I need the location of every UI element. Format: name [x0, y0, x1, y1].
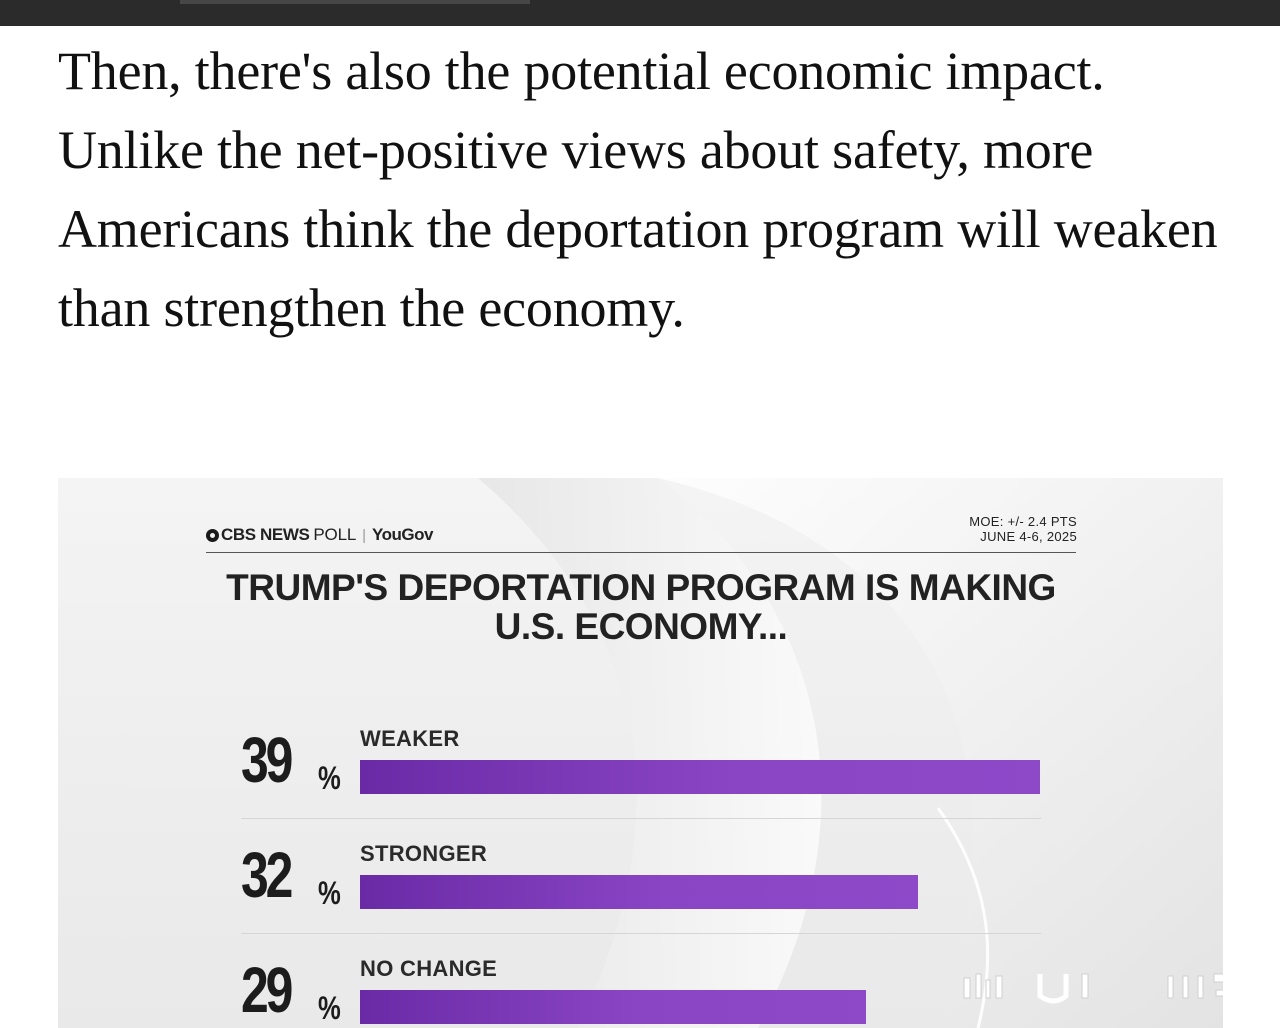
- bar-value-label: 32: [241, 839, 293, 911]
- bar-percent-sign: %: [318, 875, 341, 911]
- background-swoosh: [478, 478, 1223, 1028]
- masthead-rule: [206, 552, 1076, 553]
- poll-graphic: CBS NEWS POLL | YouGov MOE: +/- 2.4 PTS …: [58, 478, 1223, 1028]
- cbs-eye-icon: [206, 528, 219, 542]
- bar: [360, 875, 918, 909]
- chart-headline: TRUMP'S DEPORTATION PROGRAM IS MAKING U.…: [226, 567, 1056, 647]
- top-bar-shade: [180, 0, 530, 4]
- bar: [360, 990, 866, 1024]
- bar-category-label: WEAKER: [360, 726, 460, 751]
- row-divider: [241, 818, 1041, 819]
- bar: [360, 760, 1040, 794]
- bar-value-label: 39: [241, 724, 293, 796]
- bar-percent-sign: %: [318, 760, 341, 796]
- brand-partner: YouGov: [372, 525, 433, 544]
- moe-line: MOE: +/- 2.4 PTS: [969, 514, 1077, 529]
- brand-poll: POLL: [313, 525, 357, 544]
- bar-category-label: STRONGER: [360, 841, 488, 866]
- bar-category-label: NO CHANGE: [360, 956, 498, 981]
- brand-cbs: CBS NEWS: [221, 525, 310, 544]
- date-line: JUNE 4-6, 2025: [980, 529, 1077, 544]
- row-divider: [241, 933, 1041, 934]
- poll-meta: MOE: +/- 2.4 PTS JUNE 4-6, 2025: [969, 514, 1077, 544]
- article-paragraph: Then, there's also the potential economi…: [58, 41, 1218, 338]
- bar-percent-sign: %: [318, 990, 341, 1026]
- poll-masthead: CBS NEWS POLL | YouGov: [206, 525, 433, 545]
- bar-value-label: 29: [241, 954, 293, 1026]
- brand-separator: |: [362, 526, 366, 544]
- watermark-icon: [963, 973, 1223, 1004]
- top-bar: [0, 0, 1280, 26]
